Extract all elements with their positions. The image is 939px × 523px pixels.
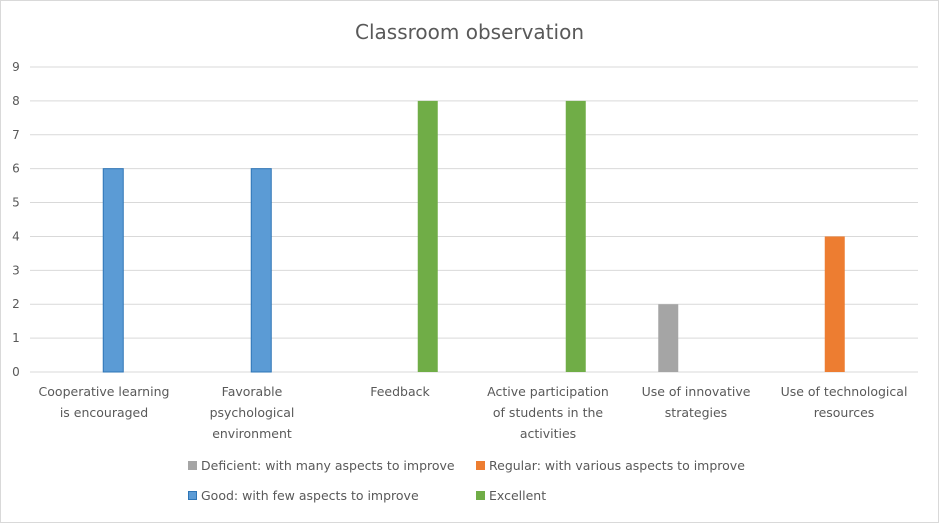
gridlines: [30, 66, 918, 373]
y-tick-label: 6: [12, 162, 20, 176]
y-tick-label: 0: [12, 365, 20, 379]
y-axis-ticks: 0 1 2 3 4 5 6 7 8 9: [12, 60, 20, 379]
legend-item-deficient: Deficient: with many aspects to improve: [188, 458, 455, 473]
bar: [824, 236, 845, 372]
legend-label-excellent: Excellent: [489, 488, 547, 503]
category-labels: Cooperative learning is encouraged Favorab…: [39, 384, 908, 441]
bar: [250, 168, 272, 373]
bar: [102, 168, 124, 373]
bar: [565, 100, 586, 372]
legend-swatch-excellent: [476, 491, 485, 500]
y-tick-label: 8: [12, 94, 20, 108]
x-category-label: Feedback: [370, 384, 430, 399]
x-category-label: Use of technological resources: [781, 384, 908, 420]
x-category-label: Favorable psychological environment: [210, 384, 295, 441]
legend-item-excellent: Excellent: [476, 488, 546, 503]
chart-title: Classroom observation: [355, 20, 584, 44]
legend-swatch-deficient: [188, 461, 197, 470]
x-category-label: Use of innovative strategies: [642, 384, 751, 420]
x-category-label: Active participation of students in the ac…: [487, 384, 609, 441]
y-tick-label: 4: [12, 229, 20, 243]
legend-swatch-good: [188, 491, 197, 500]
y-tick-label: 2: [12, 297, 20, 311]
legend-label-deficient: Deficient: with many aspects to improve: [201, 458, 455, 473]
bars: [102, 100, 845, 373]
y-tick-label: 3: [12, 263, 20, 277]
legend-item-good: Good: with few aspects to improve: [188, 488, 419, 503]
bar: [417, 100, 438, 372]
x-category-label: Cooperative learning is encouraged: [39, 384, 170, 420]
y-tick-label: 7: [12, 128, 20, 142]
legend-swatch-regular: [476, 461, 485, 470]
y-tick-label: 9: [12, 60, 20, 74]
legend-label-good: Good: with few aspects to improve: [201, 488, 419, 503]
legend-label-regular: Regular: with various aspects to improve: [489, 458, 745, 473]
y-tick-label: 5: [12, 196, 20, 210]
bar: [658, 304, 679, 372]
y-tick-label: 1: [12, 331, 20, 345]
legend-item-regular: Regular: with various aspects to improve: [476, 458, 745, 473]
